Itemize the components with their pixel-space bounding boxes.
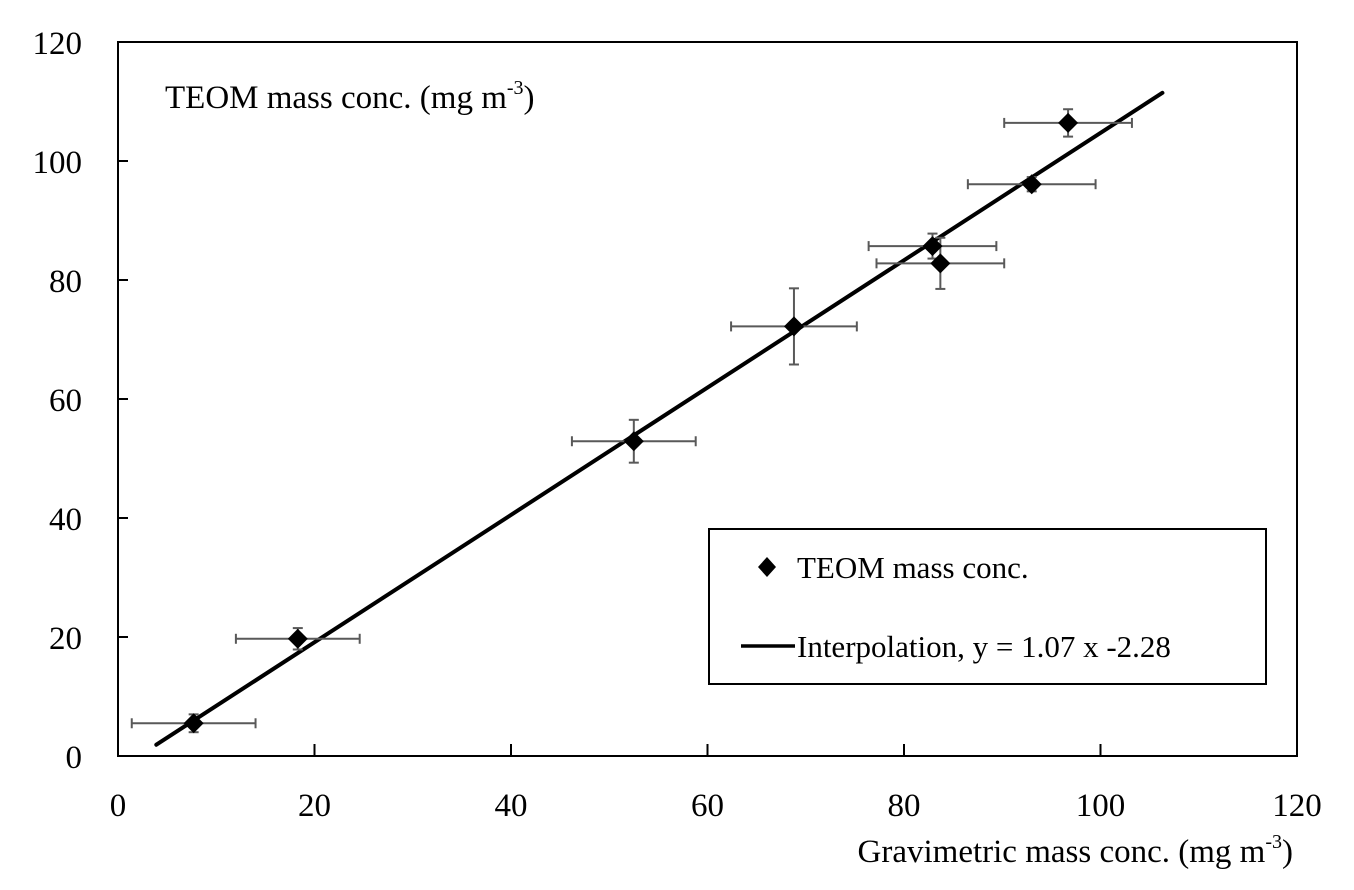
y-tick-label: 80 bbox=[49, 264, 82, 300]
y-tick-label: 120 bbox=[33, 26, 83, 62]
x-tick-label: 80 bbox=[888, 788, 921, 824]
x-tick-label: 0 bbox=[110, 788, 127, 824]
ticks: 0 20 40 60 80 100 120 0 20 40 60 80 100 120 bbox=[33, 26, 1322, 824]
data-point-diamond bbox=[922, 236, 943, 257]
y-tick-label: 40 bbox=[49, 502, 82, 538]
data-point-diamond bbox=[1058, 112, 1079, 133]
x-tick-label: 120 bbox=[1272, 788, 1322, 824]
data-point-diamond bbox=[930, 253, 951, 274]
data-point-diamond bbox=[783, 316, 804, 337]
legend-label-fit: Interpolation, y = 1.07 x -2.28 bbox=[797, 629, 1171, 664]
y-tick-label: 100 bbox=[33, 145, 83, 181]
legend: TEOM mass conc. Interpolation, y = 1.07 … bbox=[708, 528, 1267, 685]
data-point-diamond bbox=[623, 431, 644, 452]
data-points bbox=[183, 112, 1079, 734]
x-axis-title: Gravimetric mass conc. (mg m-3) bbox=[858, 831, 1293, 870]
y-tick-label: 0 bbox=[66, 740, 83, 776]
fit-line-layer bbox=[154, 90, 1165, 747]
x-tick-label: 100 bbox=[1076, 788, 1126, 824]
x-tick-label: 20 bbox=[298, 788, 331, 824]
x-tick-label: 60 bbox=[691, 788, 724, 824]
legend-diamond-icon bbox=[758, 557, 776, 577]
legend-label-points: TEOM mass conc. bbox=[797, 550, 1029, 585]
y-axis-title: TEOM mass conc. (mg m-3) bbox=[165, 77, 535, 116]
data-point-diamond bbox=[287, 628, 308, 649]
data-point-diamond bbox=[183, 713, 204, 734]
data-point-diamond bbox=[1021, 174, 1042, 195]
x-tick-label: 40 bbox=[495, 788, 528, 824]
y-tick-label: 20 bbox=[49, 621, 82, 657]
y-tick-label: 60 bbox=[49, 383, 82, 419]
legend-box bbox=[708, 528, 1267, 685]
fit-line bbox=[154, 90, 1165, 747]
